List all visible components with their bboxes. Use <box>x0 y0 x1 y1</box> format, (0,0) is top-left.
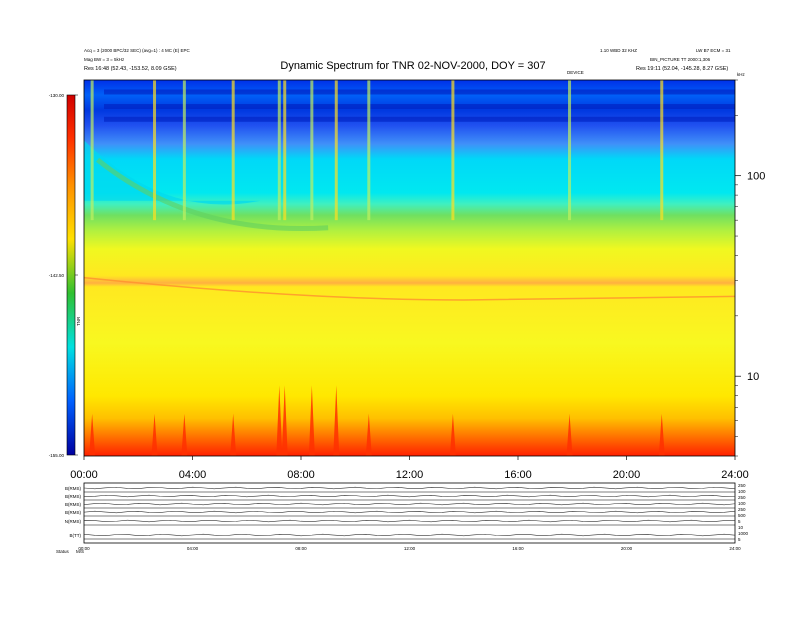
burst-upper <box>283 80 287 221</box>
housekeeping-row-label: N(RMS) <box>65 519 82 524</box>
colorbar-ticks: -130.00 -142.50 -155.00 <box>49 93 78 458</box>
y-axis-unit: kHz <box>737 72 745 77</box>
burst-lower <box>151 413 158 456</box>
header-right-line4: Res 19:11 (52.04, -145.28, 8.27 GSE) <box>636 66 728 72</box>
housekeeping-panel: B(RMS)B(RMS)B(RMS)B(RMS)N(RMS)B(TT)25010… <box>56 482 749 554</box>
x-tick-label: 04:00 <box>179 469 207 481</box>
housekeeping-trace <box>83 502 736 506</box>
housekeeping-time-label: 08:00 <box>295 546 307 551</box>
early-cyan-region <box>84 140 261 205</box>
colorbar-tick-label: -130.00 <box>49 93 65 98</box>
housekeeping-trace <box>83 519 736 523</box>
device-marker-label: DEVICE <box>567 70 584 75</box>
housekeeping-time-label: 20:00 <box>621 546 633 551</box>
burst-lower <box>89 413 96 456</box>
x-tick-label: 00:00 <box>70 469 98 481</box>
burst-upper <box>90 80 94 221</box>
header-right-line3: BIN_PICTURE TT 2000:1,306 <box>650 57 711 62</box>
housekeeping-row-label: B(RMS) <box>65 494 81 499</box>
x-axis-ticks: 00:00 04:00 08:00 12:00 16:00 20:00 24:00 <box>70 456 749 481</box>
housekeeping-row-label: B(RMS) <box>65 486 81 491</box>
housekeeping-time-label: 16:00 <box>512 546 524 551</box>
burst-upper <box>310 80 314 221</box>
y-tick-label: 100 <box>747 171 765 183</box>
burst-lower <box>276 385 283 456</box>
colorbar-tick-label: -142.50 <box>49 273 65 278</box>
burst-lower <box>365 413 372 456</box>
housekeeping-trace <box>83 486 736 490</box>
spectrogram-area <box>83 79 736 457</box>
burst-lower <box>281 385 288 456</box>
header-left-line2: Mag BW = 3 = 5kHz <box>84 57 125 62</box>
housekeeping-time-ticks: 00:00 04:00 08:00 12:00 16:00 20:00 24:00 <box>78 546 741 551</box>
housekeeping-right-tick: 500 <box>738 513 746 518</box>
x-tick-label: 16:00 <box>504 469 532 481</box>
header-left-line3: Res 16:48 (52.43, -153.52, 8.09 GSE) <box>84 66 177 72</box>
housekeeping-right-tick: 250 <box>738 495 746 500</box>
upper-band-stripe <box>104 104 735 110</box>
burst-upper <box>568 80 572 221</box>
spectrogram-background <box>84 80 735 456</box>
header-left-line1: Acq = 3 (2000 BPC/32 SEC) (avg=1) : 4 MC… <box>84 48 191 53</box>
footer-status: Status <box>56 549 70 554</box>
burst-lower <box>181 413 188 456</box>
housekeeping-row-label: B(TT) <box>70 533 82 538</box>
burst-upper <box>367 80 371 221</box>
housekeeping-row-label: B(RMS) <box>65 510 81 515</box>
housekeeping-trace <box>83 533 736 537</box>
housekeeping-right-tick: 250 <box>738 507 746 512</box>
burst-upper <box>153 80 157 221</box>
header-right-line2: LW B7 ECM = 31 <box>696 48 731 53</box>
y-axis-ticks: 100 10 <box>735 79 765 457</box>
burst-upper <box>182 80 186 221</box>
burst-lower <box>333 385 340 456</box>
upper-band-stripe <box>104 116 735 122</box>
housekeeping-trace <box>83 494 736 498</box>
burst-upper <box>660 80 664 221</box>
housekeeping-time-label: 04:00 <box>187 546 199 551</box>
housekeeping-right-tick: 100 <box>738 501 746 506</box>
plasma-line <box>83 276 736 301</box>
header-right-line1: 1.10 WBD 32 KHZ <box>600 48 637 53</box>
burst-lower <box>449 413 456 456</box>
spectrogram-features <box>83 80 736 456</box>
chart-title: Dynamic Spectrum for TNR 02-NOV-2000, DO… <box>280 60 545 72</box>
green-arc <box>95 157 329 231</box>
burst-upper <box>231 80 235 221</box>
x-tick-label: 24:00 <box>721 469 749 481</box>
footer-code: M/S <box>76 549 84 554</box>
colorbar <box>66 94 76 456</box>
burst-lower <box>230 413 237 456</box>
burst-upper <box>277 80 281 221</box>
housekeeping-right-tick: 5 <box>738 519 741 524</box>
burst-upper <box>334 80 338 221</box>
housekeeping-right-tick: 5 <box>738 537 741 542</box>
colorbar-tick-label: -155.00 <box>49 453 65 458</box>
housekeeping-right-tick: 250 <box>738 483 746 488</box>
housekeeping-right-tick: 10 <box>738 525 744 530</box>
burst-lower <box>308 385 315 456</box>
upper-band-stripe <box>104 89 735 95</box>
housekeeping-trace <box>83 510 736 514</box>
housekeeping-right-tick: 100 <box>738 489 746 494</box>
housekeeping-right-tick: 1000 <box>738 531 749 536</box>
x-tick-label: 08:00 <box>287 469 315 481</box>
colorbar-label: TNR <box>76 316 81 326</box>
housekeeping-rows: B(RMS)B(RMS)B(RMS)B(RMS)N(RMS)B(TT)25010… <box>65 483 749 542</box>
x-tick-label: 20:00 <box>613 469 641 481</box>
burst-lower <box>566 413 573 456</box>
x-tick-label: 12:00 <box>396 469 424 481</box>
y-tick-label: 10 <box>747 371 759 383</box>
housekeeping-time-label: 12:00 <box>404 546 416 551</box>
burst-upper <box>451 80 455 221</box>
housekeeping-time-label: 00:00 <box>78 546 90 551</box>
housekeeping-row-label: B(RMS) <box>65 502 81 507</box>
housekeeping-time-label: 24:00 <box>729 546 741 551</box>
burst-lower <box>658 413 665 456</box>
